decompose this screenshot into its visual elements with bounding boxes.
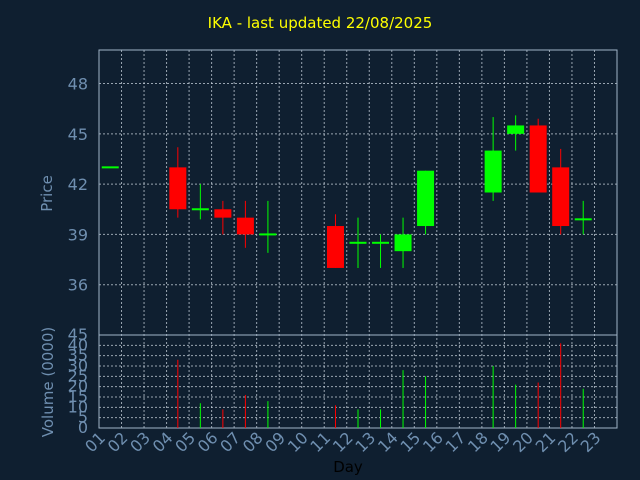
volume-tick-label: 35 <box>68 346 88 365</box>
volume-tick-label: 45 <box>68 325 88 344</box>
candle-body <box>191 208 209 211</box>
candle-body <box>101 166 119 169</box>
volume-tick-label: 20 <box>68 377 88 396</box>
candle-body <box>214 209 232 218</box>
candle-body <box>507 125 525 134</box>
price-tick-label: 42 <box>68 175 88 194</box>
x-tick-label: 23 <box>577 428 605 456</box>
price-tick-label: 39 <box>68 225 88 244</box>
chart-title: IKA - last updated 22/08/2025 <box>207 14 433 32</box>
volume-tick-label: 5 <box>78 408 88 427</box>
volume-tick-label: 25 <box>68 366 88 385</box>
price-axis-label: Price <box>38 175 56 212</box>
candle-body <box>484 150 502 193</box>
price-tick-label: 45 <box>68 125 88 144</box>
candle-body <box>326 226 344 268</box>
x-axis-label: Day <box>333 458 363 476</box>
candle-body <box>169 167 187 210</box>
price-tick-label: 36 <box>68 276 88 295</box>
candle-body <box>417 170 435 227</box>
candle-body <box>394 234 412 252</box>
volume-tick-label: 15 <box>68 387 88 406</box>
volume-tick-label: 0 <box>78 418 88 437</box>
candle-body <box>236 217 254 235</box>
volume-axis-label: Volume (0000) <box>39 327 57 437</box>
candle-body <box>349 241 367 244</box>
candle-body <box>529 125 547 193</box>
candle-body <box>372 241 390 244</box>
volume-tick-label: 40 <box>68 335 88 354</box>
volume-tick-label: 10 <box>68 397 88 416</box>
volume-tick-label: 30 <box>68 356 88 375</box>
candle-body <box>552 167 570 227</box>
candle-body <box>574 218 592 221</box>
candle-body <box>259 233 277 236</box>
price-tick-label: 48 <box>68 75 88 94</box>
